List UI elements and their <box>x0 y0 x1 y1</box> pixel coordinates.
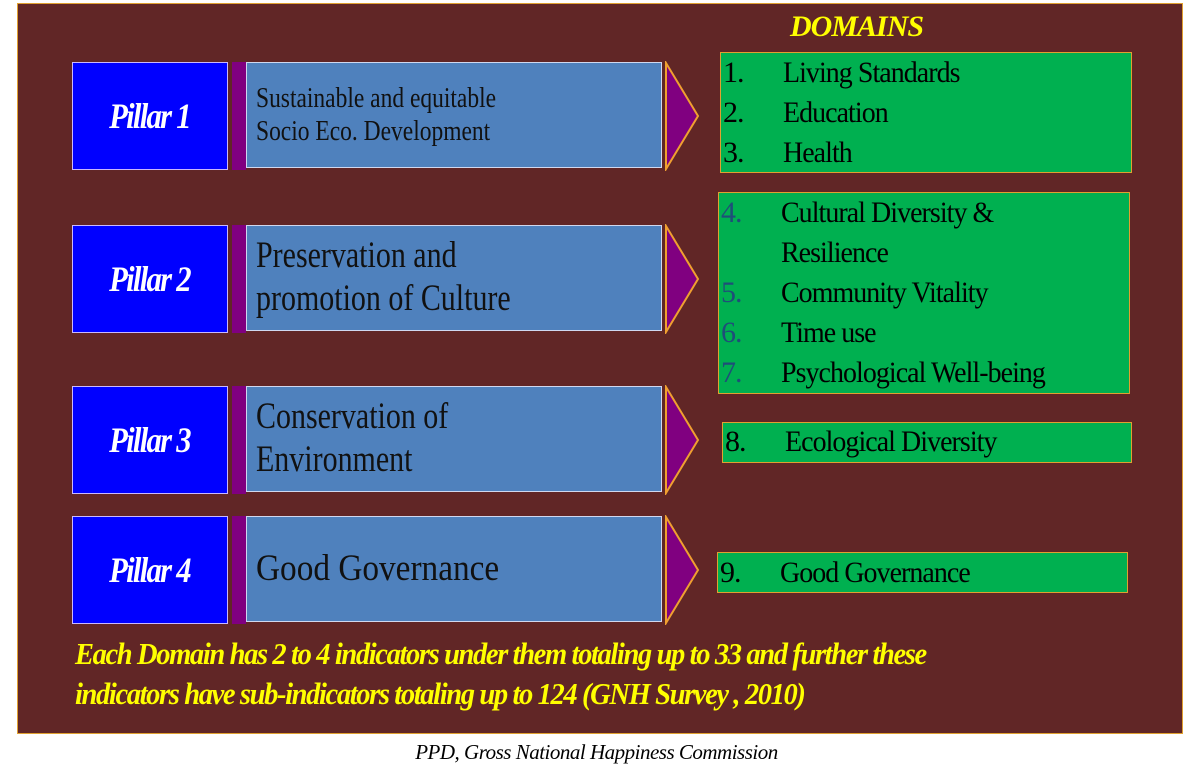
domain-item: 7. Psychological Well-being <box>719 353 1129 393</box>
pillar-2-strip <box>232 225 246 333</box>
domain-item: 9. Good Governance <box>718 553 1127 593</box>
pillar-1-description: Sustainable and equitable Socio Eco. Deve… <box>246 62 662 168</box>
pillar-2-arrow-icon <box>665 224 700 334</box>
pillar-2-description: Preservation and promotion of Culture <box>246 225 662 331</box>
domain-label: Cultural Diversity & <box>781 196 994 229</box>
domain-group-2: 4. Cultural Diversity & Resilience 5. Comm… <box>718 192 1130 394</box>
pillar-4: Pillar 4 <box>72 516 228 624</box>
domains-title: DOMAINS <box>790 10 924 43</box>
domain-label: Resilience <box>781 236 889 269</box>
domain-number: 2. <box>723 96 745 129</box>
domain-item: 8. Ecological Diversity <box>723 423 1131 463</box>
domain-number: 4. <box>721 196 743 229</box>
footer-note: Each Domain has 2 to 4 indicators under … <box>75 634 927 714</box>
domain-item: 1. Living Standards <box>721 53 1131 93</box>
domain-label: Good Governance <box>780 556 971 589</box>
domain-number: 7. <box>721 356 743 389</box>
domain-label: Time use <box>781 316 877 349</box>
footer-line: Each Domain has 2 to 4 indicators under … <box>75 636 927 671</box>
pillar-1-arrow-icon <box>665 61 700 171</box>
domain-number: 9. <box>720 556 742 589</box>
pillar-4-description: Good Governance <box>246 516 662 622</box>
source-caption: PPD, Gross National Happiness Commission <box>415 740 778 764</box>
domain-number: 3. <box>723 136 745 169</box>
domain-item: Resilience <box>719 233 1129 273</box>
domain-item: 3. Health <box>721 133 1131 173</box>
pillar-1: Pillar 1 <box>72 62 228 170</box>
domain-number <box>719 233 781 273</box>
domain-number: 1. <box>723 56 745 89</box>
domain-label: Education <box>783 96 889 129</box>
domain-group-1: 1. Living Standards 2. Education 3. Health <box>720 52 1132 173</box>
domain-item: 2. Education <box>721 93 1131 133</box>
pillar-3-description: Conservation of Environment <box>246 386 662 492</box>
domain-item: 6. Time use <box>719 313 1129 353</box>
domain-group-3: 8. Ecological Diversity <box>722 422 1132 463</box>
domain-label: Community Vitality <box>781 276 989 309</box>
domain-item: 5. Community Vitality <box>719 273 1129 313</box>
domain-number: 5. <box>721 276 743 309</box>
domain-label: Ecological Diversity <box>785 425 997 458</box>
pillar-4-strip <box>232 516 246 624</box>
domain-item: 4. Cultural Diversity & <box>719 193 1129 233</box>
domain-number: 6. <box>721 316 743 349</box>
domain-label: Health <box>783 136 853 169</box>
pillar-4-arrow-icon <box>665 515 700 625</box>
footer-line: indicators have sub-indicators totaling … <box>75 676 806 711</box>
pillar-3: Pillar 3 <box>72 386 228 494</box>
pillar-3-arrow-icon <box>665 385 700 495</box>
domain-group-4: 9. Good Governance <box>717 552 1128 593</box>
pillar-3-strip <box>232 386 246 494</box>
domain-number: 8. <box>725 425 747 458</box>
pillar-2: Pillar 2 <box>72 225 228 333</box>
domain-label: Living Standards <box>783 56 960 89</box>
pillar-1-strip <box>232 62 246 170</box>
domain-label: Psychological Well-being <box>781 356 1046 389</box>
